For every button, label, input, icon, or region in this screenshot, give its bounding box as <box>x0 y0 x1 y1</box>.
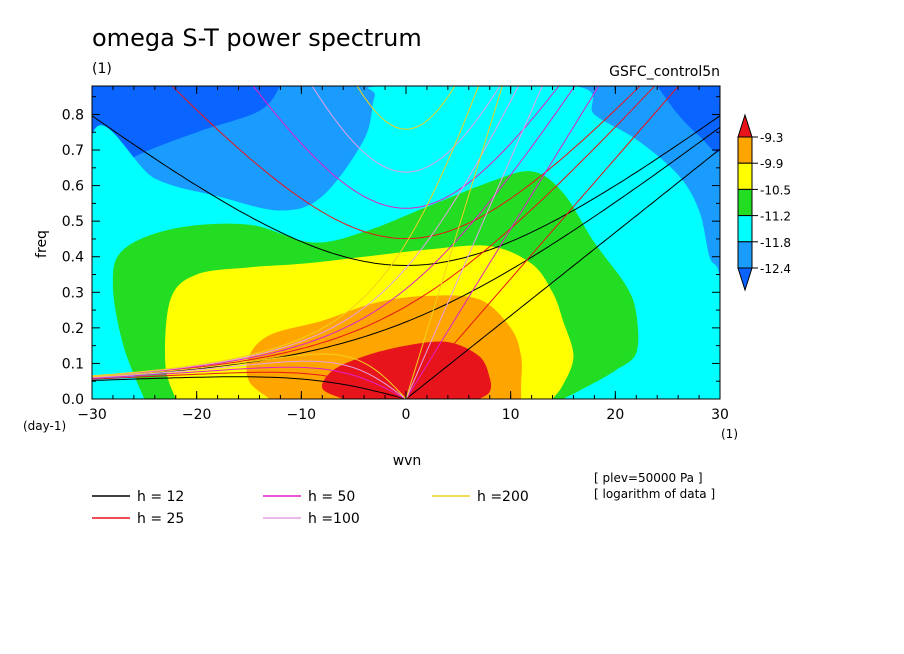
colorbar-segment <box>737 162 753 190</box>
y-axis-label: freq <box>34 230 50 258</box>
legend-label: h =200 <box>477 489 529 505</box>
y-tick-label: 0.2 <box>62 321 84 337</box>
x-tick-label: 0 <box>402 407 411 423</box>
ig-curve-h12 <box>92 115 720 267</box>
colorbar-label: -9.9 <box>760 157 783 171</box>
y-tick-label: 0.4 <box>62 250 84 266</box>
legend: h = 12 h = 25 h = 50 h =100 h =200 <box>92 489 529 527</box>
x-tick-label: −20 <box>182 407 212 423</box>
colorbar: -9.3 -9.9 -10.5 -11.2 -11.8 -12.4 <box>737 113 791 292</box>
plot-area <box>92 86 720 399</box>
dispersion-curves <box>92 86 720 399</box>
colorbar-segment <box>737 136 753 164</box>
colorbar-segment <box>737 215 753 243</box>
x-tick-label: 10 <box>502 407 520 423</box>
rossby-curve-h100 <box>92 360 407 399</box>
rossby-curve-h25 <box>92 371 407 399</box>
chart-subtitle-left: (1) <box>92 61 112 77</box>
colorbar-label: -12.4 <box>760 262 791 276</box>
contour-level-m12_4 <box>92 86 281 189</box>
x-unit-label: (1) <box>721 427 738 441</box>
colorbar-label: -9.3 <box>760 131 783 145</box>
contour-fills <box>92 86 720 399</box>
note-log: [ logarithm of data ] <box>594 487 715 501</box>
note-plev: [ plev=50000 Pa ] <box>594 471 703 485</box>
chart-subtitle-right: GSFC_control5n <box>609 64 720 80</box>
colorbar-label: -11.2 <box>760 210 791 224</box>
ig-curve-h50 <box>252 86 560 209</box>
y-tick-label: 0.8 <box>62 107 84 123</box>
contour-level-m12_4 <box>657 86 720 153</box>
mrg-curve-h100 <box>92 86 519 377</box>
colorbar-top-arrow <box>737 113 753 138</box>
mrg-curve-h25 <box>92 86 656 378</box>
x-axis-label: wvn <box>393 453 422 469</box>
mrg-curve-h200 <box>92 86 480 377</box>
legend-label: h = 12 <box>137 489 184 505</box>
colorbar-segment <box>737 188 753 217</box>
colorbar-label: -10.5 <box>760 183 791 197</box>
legend-label: h =100 <box>308 511 360 527</box>
y-tick-label: 0.0 <box>62 392 84 408</box>
x-tick-label: 30 <box>711 407 729 423</box>
x-tick-label: −30 <box>77 407 107 423</box>
y-unit-label: (day-1) <box>23 419 66 433</box>
legend-label: h = 50 <box>308 489 355 505</box>
ig-curve-h100 <box>311 86 501 173</box>
legend-label: h = 25 <box>137 511 184 527</box>
y-tick-label: 0.1 <box>62 356 84 372</box>
kelvin-curve-h12 <box>405 148 720 399</box>
rossby-curve-h200 <box>92 353 407 399</box>
ig-curve-h25 <box>171 86 641 240</box>
colorbar-bottom-arrow <box>737 267 753 292</box>
colorbar-segment <box>737 241 753 269</box>
kelvin-curve-h25 <box>405 86 680 399</box>
ig-curve-h200 <box>356 86 456 130</box>
y-tick-label: 0.5 <box>62 214 84 230</box>
kelvin-curve-h50 <box>405 86 600 399</box>
chart-title: omega S-T power spectrum <box>92 24 422 52</box>
axes: −30 −20 −10 0 10 20 30 0.0 0.1 0.2 0.3 0.4 0.5 0.6 0.7… <box>62 85 729 423</box>
mrg-curve-h12 <box>92 126 720 378</box>
y-tick-label: 0.3 <box>62 285 84 301</box>
x-tick-label: −10 <box>287 407 317 423</box>
rossby-curve-h12 <box>92 376 407 399</box>
x-tick-label: 20 <box>606 407 624 423</box>
kelvin-curve-h200 <box>405 86 503 399</box>
y-tick-label: 0.7 <box>62 143 84 159</box>
rossby-curve-h50 <box>92 366 407 399</box>
mrg-curve-h50 <box>92 86 576 377</box>
kelvin-curve-h100 <box>405 86 543 399</box>
y-tick-label: 0.6 <box>62 179 84 195</box>
colorbar-label: -11.8 <box>760 236 791 250</box>
